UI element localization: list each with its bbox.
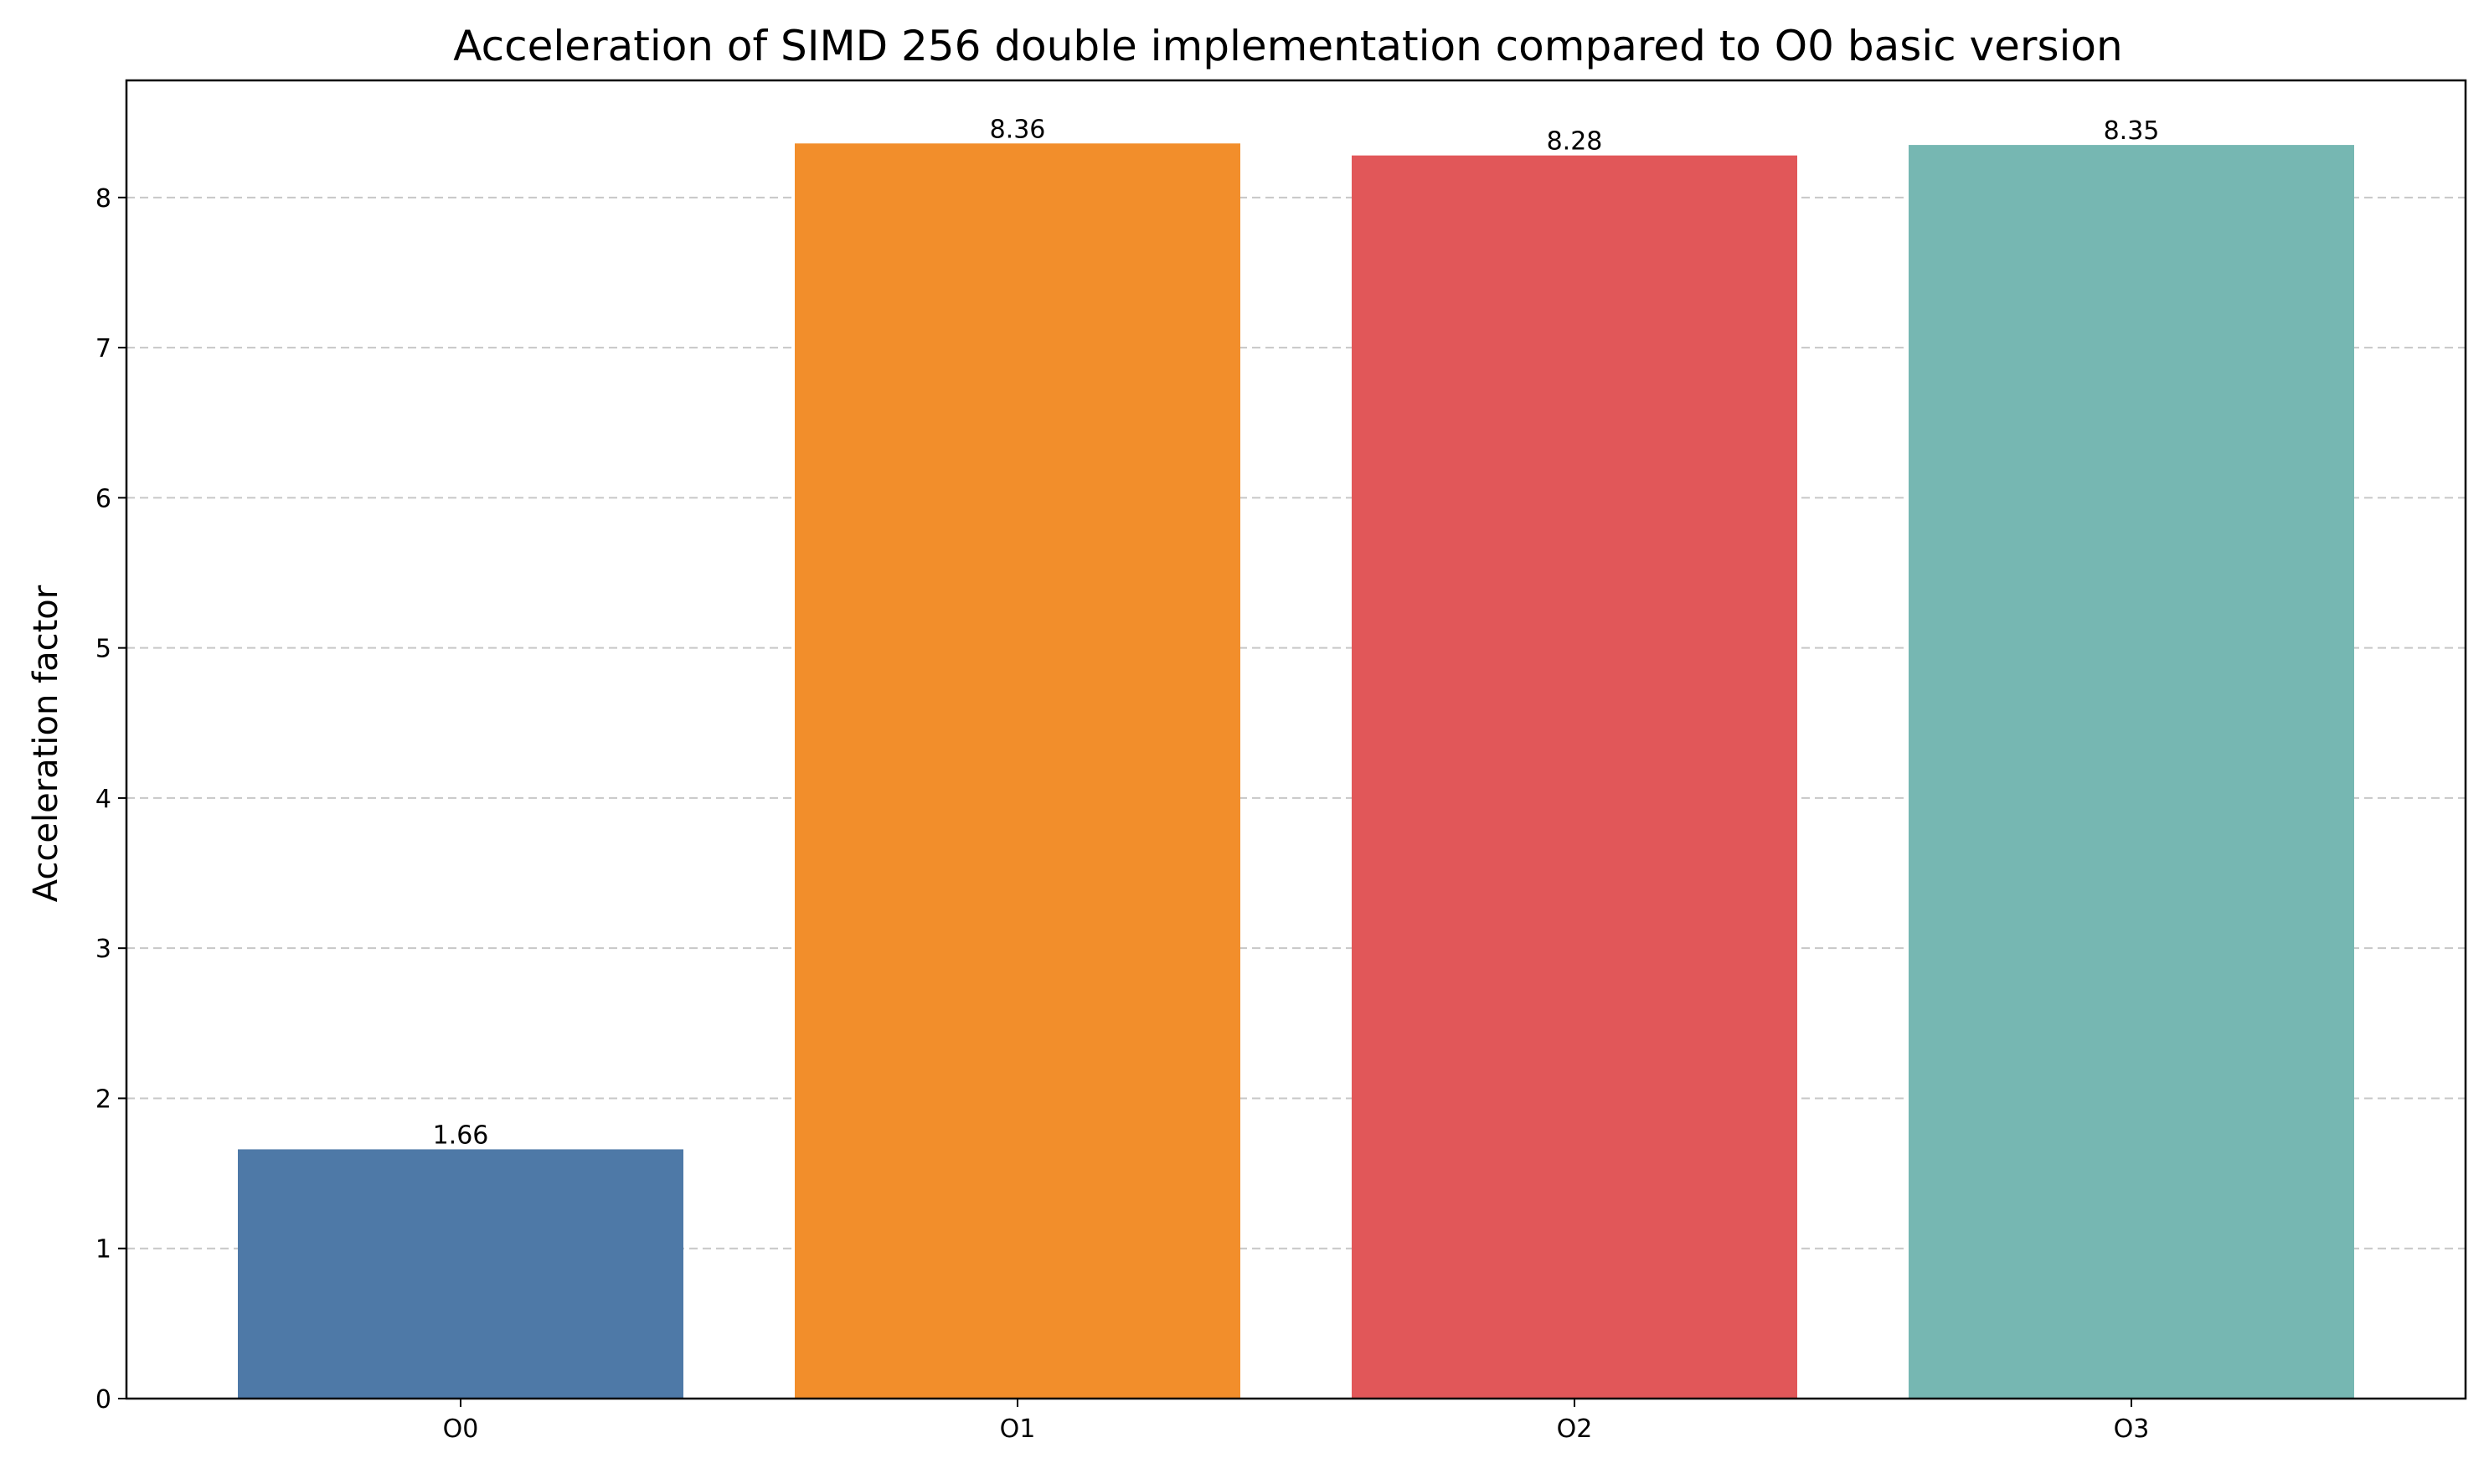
y-axis-title: Acceleration factor: [27, 585, 65, 902]
y-tick-label: 0: [95, 1385, 111, 1414]
y-tick-label: 4: [95, 785, 111, 814]
y-tick-label: 3: [95, 935, 111, 964]
bar-value-label: 8.28: [1547, 127, 1603, 157]
x-tick-label: O1: [1000, 1414, 1036, 1444]
bar-o2: [1352, 155, 1797, 1399]
bar-o3: [1909, 145, 2354, 1399]
bar-value-label: 1.66: [433, 1121, 489, 1150]
chart-title: Acceleration of SIMD 256 double implemen…: [453, 22, 2122, 70]
bar-o0: [238, 1149, 683, 1399]
plot-frame: [125, 79, 2467, 1400]
y-tick-label: 8: [95, 184, 111, 214]
x-tick-label: O3: [2114, 1414, 2150, 1444]
bar-value-label: 8.36: [990, 115, 1046, 144]
y-tick-label: 2: [95, 1085, 111, 1114]
y-tick-label: 1: [95, 1235, 111, 1265]
x-tick-label: O2: [1557, 1414, 1593, 1444]
bar-value-label: 8.35: [2104, 116, 2160, 146]
bar-o1: [795, 143, 1240, 1399]
y-tick-label: 7: [95, 334, 111, 363]
y-tick-label: 5: [95, 635, 111, 664]
y-tick-label: 6: [95, 484, 111, 513]
x-tick-label: O0: [443, 1414, 479, 1444]
